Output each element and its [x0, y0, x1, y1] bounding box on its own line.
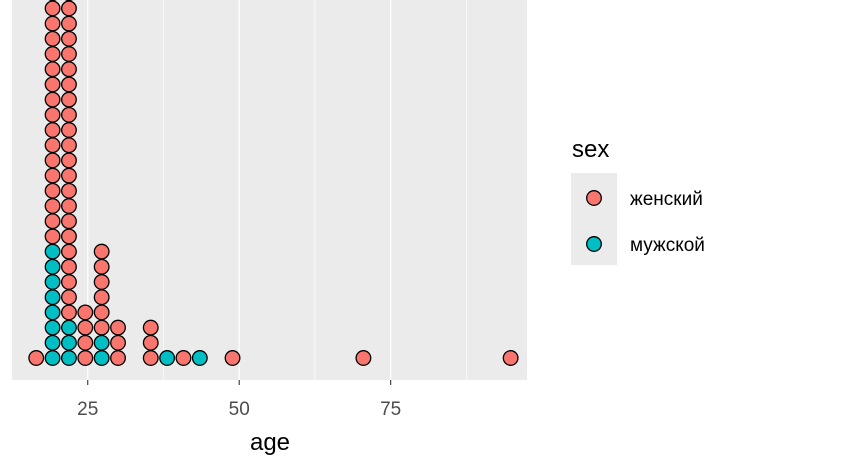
- data-point: [110, 334, 126, 351]
- data-point: [44, 258, 61, 275]
- x-tick-label: 75: [380, 399, 401, 420]
- data-point: [44, 15, 61, 32]
- grid-lines: [87, 0, 467, 380]
- data-point: [60, 304, 77, 321]
- data-point: [60, 76, 77, 93]
- data-point: [142, 319, 159, 336]
- data-point: [44, 137, 61, 154]
- data-point: [60, 228, 77, 245]
- data-point: [44, 243, 61, 260]
- data-point: [110, 350, 126, 366]
- data-point: [60, 91, 77, 108]
- data-point: [93, 319, 110, 336]
- data-point: [60, 15, 77, 32]
- data-point: [60, 46, 77, 62]
- data-points: [28, 0, 519, 366]
- data-point: [93, 258, 110, 275]
- x-axis-title: age: [250, 429, 290, 456]
- data-point: [224, 350, 241, 366]
- data-point: [60, 334, 77, 351]
- data-point: [60, 30, 77, 47]
- data-point: [60, 122, 77, 138]
- data-point: [93, 304, 110, 321]
- data-point: [60, 0, 77, 17]
- data-point: [93, 274, 110, 290]
- data-point: [44, 167, 61, 184]
- legend-key: [586, 190, 602, 206]
- legend-title: sex: [572, 136, 609, 163]
- data-point: [110, 319, 126, 336]
- data-point: [44, 152, 61, 169]
- data-point: [44, 61, 61, 78]
- legend-items: женский мужской: [586, 189, 705, 256]
- data-point: [60, 61, 77, 78]
- data-point: [60, 137, 77, 154]
- data-point: [142, 334, 159, 351]
- legend-key: [586, 236, 602, 252]
- x-tick-label: 25: [77, 399, 98, 420]
- data-point: [60, 274, 77, 290]
- data-point: [44, 319, 61, 336]
- data-point: [44, 0, 61, 17]
- data-point: [44, 76, 61, 93]
- data-point: [175, 350, 192, 366]
- data-point: [142, 350, 159, 366]
- data-point: [44, 304, 61, 321]
- data-point: [60, 243, 77, 260]
- data-point: [44, 46, 61, 62]
- data-point: [60, 289, 77, 306]
- data-point: [93, 334, 110, 351]
- data-point: [93, 350, 110, 366]
- data-point: [93, 243, 110, 260]
- data-point: [60, 350, 77, 366]
- data-point: [60, 198, 77, 214]
- data-point: [502, 350, 519, 366]
- data-point: [60, 106, 77, 123]
- x-axis: 25 50 75: [77, 380, 401, 420]
- data-point: [44, 122, 61, 138]
- data-point: [77, 350, 94, 366]
- legend-label: мужской: [630, 235, 705, 256]
- data-point: [60, 213, 77, 230]
- data-point: [93, 289, 110, 306]
- data-point: [28, 350, 45, 366]
- data-point: [60, 167, 77, 184]
- data-point: [60, 319, 77, 336]
- data-point: [44, 350, 61, 366]
- data-point: [44, 228, 61, 245]
- data-point: [44, 289, 61, 306]
- legend: sex женский мужской: [571, 136, 705, 265]
- data-point: [44, 334, 61, 351]
- data-point: [60, 258, 77, 275]
- data-point: [44, 30, 61, 47]
- data-point: [60, 182, 77, 199]
- data-point: [77, 334, 94, 351]
- data-point: [44, 198, 61, 214]
- data-point: [60, 152, 77, 169]
- data-point: [44, 106, 61, 123]
- data-point: [77, 304, 94, 321]
- legend-label: женский: [630, 189, 703, 210]
- data-point: [48, 0, 57, 2]
- data-point: [44, 91, 61, 108]
- data-point: [191, 350, 208, 366]
- data-point: [159, 350, 176, 366]
- data-point: [77, 319, 94, 336]
- data-point: [64, 0, 74, 2]
- data-point: [44, 182, 61, 199]
- data-point: [44, 274, 61, 290]
- x-tick-label: 50: [229, 399, 250, 420]
- data-point: [44, 213, 61, 230]
- data-point: [355, 350, 372, 366]
